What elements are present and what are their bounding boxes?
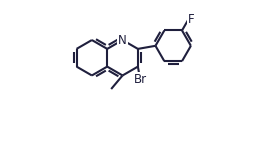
Text: N: N [118,34,127,47]
Text: F: F [188,13,195,26]
Text: Br: Br [134,73,147,86]
